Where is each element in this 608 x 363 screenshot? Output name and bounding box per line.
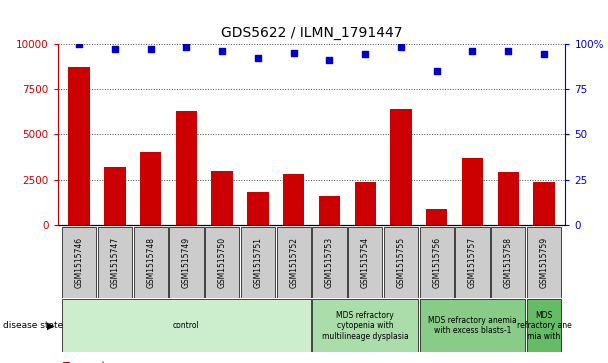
Point bbox=[217, 48, 227, 54]
Point bbox=[325, 57, 334, 63]
Point bbox=[361, 52, 370, 57]
Text: GSM1515749: GSM1515749 bbox=[182, 237, 191, 288]
Point bbox=[182, 44, 192, 50]
Text: disease state: disease state bbox=[3, 321, 63, 330]
Text: GSM1515759: GSM1515759 bbox=[539, 237, 548, 288]
Bar bbox=[212, 171, 233, 225]
Bar bbox=[62, 299, 311, 352]
Text: MDS refractory anemia
with excess blasts-1: MDS refractory anemia with excess blasts… bbox=[428, 316, 517, 335]
Text: GSM1515757: GSM1515757 bbox=[468, 237, 477, 288]
Point bbox=[289, 50, 299, 56]
Text: GSM1515750: GSM1515750 bbox=[218, 237, 227, 288]
Text: GSM1515747: GSM1515747 bbox=[111, 237, 119, 288]
Text: GSM1515755: GSM1515755 bbox=[396, 237, 406, 288]
Bar bbox=[205, 227, 240, 298]
Bar bbox=[134, 227, 168, 298]
Point bbox=[146, 46, 156, 52]
Text: GSM1515758: GSM1515758 bbox=[504, 237, 513, 288]
Bar bbox=[390, 109, 412, 225]
Point bbox=[253, 55, 263, 61]
Point bbox=[503, 48, 513, 54]
Bar bbox=[313, 299, 418, 352]
Text: GSM1515746: GSM1515746 bbox=[75, 237, 84, 288]
Text: GSM1515752: GSM1515752 bbox=[289, 237, 298, 288]
Legend: count, percentile rank within the sample: count, percentile rank within the sample bbox=[63, 360, 243, 363]
Point bbox=[110, 46, 120, 52]
Bar bbox=[491, 227, 525, 298]
Text: GSM1515748: GSM1515748 bbox=[146, 237, 155, 288]
Bar bbox=[354, 182, 376, 225]
Bar bbox=[426, 209, 447, 225]
Point bbox=[396, 44, 406, 50]
Bar bbox=[527, 299, 561, 352]
Bar bbox=[140, 152, 162, 225]
Bar bbox=[69, 67, 90, 225]
Bar bbox=[461, 158, 483, 225]
Bar bbox=[98, 227, 132, 298]
Text: MDS refractory
cytopenia with
multilineage dysplasia: MDS refractory cytopenia with multilinea… bbox=[322, 311, 409, 341]
Bar bbox=[104, 167, 126, 225]
Bar bbox=[455, 227, 489, 298]
Text: ▶: ▶ bbox=[47, 321, 54, 331]
Text: GSM1515751: GSM1515751 bbox=[254, 237, 263, 288]
Text: MDS
refractory ane
mia with: MDS refractory ane mia with bbox=[517, 311, 572, 341]
Bar bbox=[176, 111, 197, 225]
Bar bbox=[420, 227, 454, 298]
Point bbox=[468, 48, 477, 54]
Point bbox=[539, 52, 549, 57]
Point bbox=[432, 68, 441, 74]
Text: control: control bbox=[173, 321, 200, 330]
Bar bbox=[241, 227, 275, 298]
Bar bbox=[533, 182, 554, 225]
Bar bbox=[313, 227, 347, 298]
Bar bbox=[277, 227, 311, 298]
Bar bbox=[384, 227, 418, 298]
Point bbox=[74, 41, 84, 46]
Bar bbox=[420, 299, 525, 352]
Text: GSM1515756: GSM1515756 bbox=[432, 237, 441, 288]
Bar bbox=[348, 227, 382, 298]
Bar bbox=[62, 227, 97, 298]
Text: GSM1515754: GSM1515754 bbox=[361, 237, 370, 288]
Bar bbox=[283, 174, 305, 225]
Bar bbox=[527, 227, 561, 298]
Bar bbox=[319, 196, 340, 225]
Bar bbox=[247, 192, 269, 225]
Bar bbox=[169, 227, 204, 298]
Bar bbox=[497, 172, 519, 225]
Text: GSM1515753: GSM1515753 bbox=[325, 237, 334, 288]
Title: GDS5622 / ILMN_1791447: GDS5622 / ILMN_1791447 bbox=[221, 26, 402, 40]
